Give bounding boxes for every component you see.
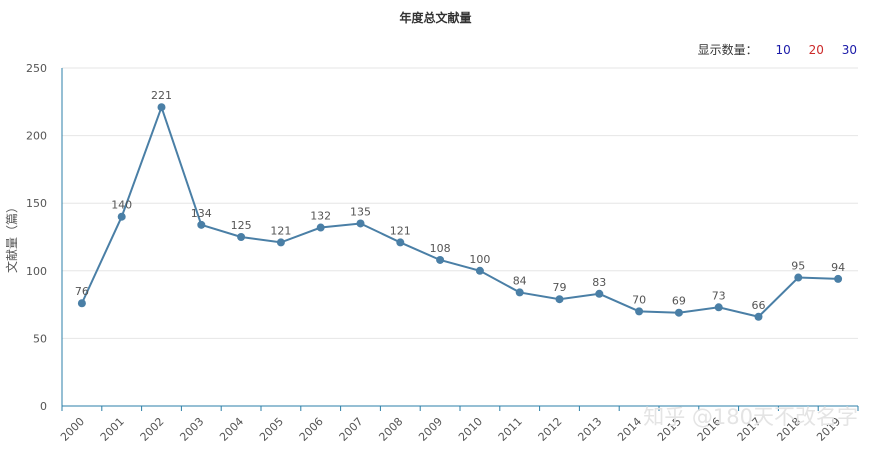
data-point[interactable] <box>436 255 445 264</box>
data-point[interactable] <box>515 288 524 297</box>
y-tick-label: 100 <box>26 265 47 278</box>
data-label: 121 <box>270 224 291 237</box>
x-tick-label: 2014 <box>615 415 644 444</box>
data-point[interactable] <box>157 103 166 112</box>
data-label: 79 <box>553 281 567 294</box>
x-tick-label: 2007 <box>337 415 366 444</box>
data-point[interactable] <box>396 238 405 247</box>
watermark-text: 知乎 @180天不改名字 <box>643 405 858 429</box>
display-count-label: 显示数量： <box>697 43 758 57</box>
data-point[interactable] <box>237 233 246 241</box>
display-count-30-button[interactable]: 30 <box>841 43 857 57</box>
data-label: 132 <box>310 210 331 223</box>
display-count-20-button[interactable]: 20 <box>808 43 824 57</box>
data-label: 83 <box>592 276 606 289</box>
data-label: 95 <box>791 260 805 273</box>
data-point[interactable] <box>555 295 564 304</box>
data-point[interactable] <box>794 273 803 282</box>
data-point[interactable] <box>316 223 325 232</box>
data-point[interactable] <box>754 312 763 321</box>
y-tick-label: 50 <box>33 332 47 345</box>
x-tick-label: 2006 <box>297 415 326 444</box>
y-tick-label: 150 <box>26 197 47 210</box>
data-label: 108 <box>430 242 451 255</box>
data-label: 135 <box>350 205 371 218</box>
x-tick-label: 2002 <box>138 415 167 444</box>
x-tick-label: 2004 <box>217 415 246 444</box>
y-tick-label: 0 <box>40 400 47 413</box>
data-label: 100 <box>469 253 490 266</box>
data-label: 121 <box>390 224 411 237</box>
x-tick-label: 2010 <box>456 415 485 444</box>
x-tick-label: 2011 <box>496 415 525 444</box>
y-tick-label: 200 <box>26 130 47 143</box>
data-label: 76 <box>75 285 89 298</box>
data-label: 73 <box>712 289 726 302</box>
x-tick-label: 2001 <box>98 415 127 444</box>
x-tick-label: 2008 <box>376 415 405 444</box>
data-point[interactable] <box>197 220 206 229</box>
data-label: 134 <box>191 207 212 220</box>
data-label: 66 <box>752 299 766 312</box>
x-tick-label: 2003 <box>177 415 206 444</box>
x-tick-label: 2000 <box>58 415 87 444</box>
display-count-10-button[interactable]: 10 <box>775 43 791 57</box>
data-label: 140 <box>111 199 132 212</box>
y-tick-label: 250 <box>26 62 47 75</box>
series-line <box>80 104 839 318</box>
data-label: 125 <box>231 219 252 232</box>
data-point[interactable] <box>595 289 604 298</box>
chart-title: 年度总文献量 <box>399 11 472 25</box>
data-point[interactable] <box>635 307 644 316</box>
data-point[interactable] <box>356 219 365 228</box>
data-point[interactable] <box>674 308 683 317</box>
data-point[interactable] <box>77 299 86 308</box>
data-point[interactable] <box>475 266 484 275</box>
data-point[interactable] <box>834 274 843 283</box>
data-point[interactable] <box>714 303 723 312</box>
x-tick-label: 2009 <box>416 415 445 444</box>
data-label: 69 <box>672 295 686 308</box>
data-point[interactable] <box>117 212 126 221</box>
x-tick-label: 2005 <box>257 415 286 444</box>
data-label: 221 <box>151 89 172 102</box>
data-point[interactable] <box>276 238 285 247</box>
x-tick-label: 2013 <box>575 415 604 444</box>
data-label: 84 <box>513 274 527 287</box>
data-label: 94 <box>831 261 845 274</box>
data-label: 70 <box>632 293 646 306</box>
x-tick-label: 2012 <box>536 415 565 444</box>
y-axis-title: 文献量（篇） <box>4 201 19 273</box>
display-count-selector: 显示数量： 10 20 30 <box>698 41 857 58</box>
